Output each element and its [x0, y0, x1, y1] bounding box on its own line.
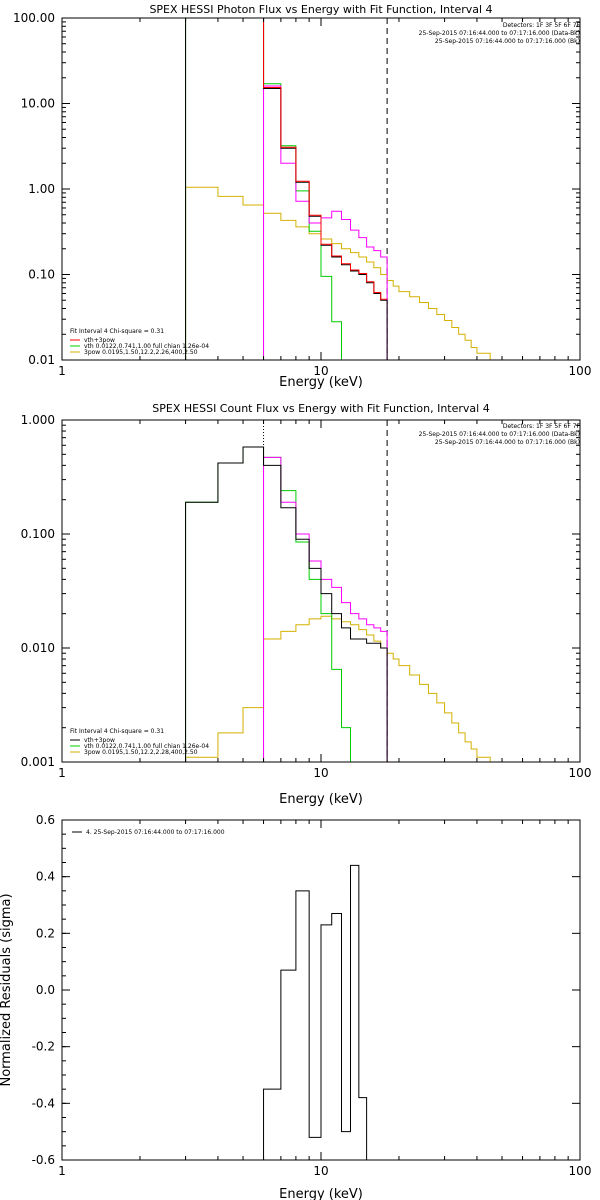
residuals-y-tick-label: 0.2	[36, 926, 55, 940]
count-series-vth-3pow	[185, 446, 388, 762]
photon-legend-vth: vth 0.0122,0.741,1.00 full chian 1.26e-0…	[84, 343, 209, 350]
photon-y-tick-label: 10.00	[21, 97, 55, 111]
residuals-x-tick-label: 10	[313, 1164, 328, 1178]
photon-series-vth-3pow-overlay	[263, 18, 388, 300]
photon-legend: Fit Interval 4 Chi-square = 0.31 vth+3po…	[70, 328, 209, 356]
residuals-series	[263, 864, 368, 1160]
count-legend-vth: vth 0.0122,0.741,1.00 full chian 1.26e-0…	[84, 743, 209, 750]
photon-plot-frame	[61, 17, 581, 361]
residuals-legend: 4. 25-Sep-2015 07:16:44.000 to 07:17:16.…	[72, 829, 225, 836]
photon-interval-label: 25-Sep-2015 07:16:44.000 to 07:17:16.000…	[419, 30, 580, 37]
count-flux-panel: SPEX HESSI Count Flux vs Energy with Fit…	[21, 402, 592, 807]
photon-chart-title: SPEX HESSI Photon Flux vs Energy with Fi…	[149, 3, 492, 16]
photon-bk-label: 25-Sep-2015 07:16:44.000 to 07:17:16.000…	[435, 38, 580, 45]
residuals-y-tick-label: -0.6	[32, 1153, 55, 1167]
count-x-tick-label: 100	[569, 766, 592, 780]
residuals-legend-label: 4. 25-Sep-2015 07:16:44.000 to 07:17:16.…	[86, 829, 225, 836]
residuals-x-axis-label: Energy (keV)	[279, 1187, 363, 1200]
photon-series-3pow	[185, 186, 503, 360]
residuals-x-tick-label: 1	[58, 1164, 66, 1178]
residuals-y-tick-label: -0.2	[32, 1040, 55, 1054]
photon-x-tick-label: 1	[58, 364, 66, 378]
count-series-vth	[185, 446, 352, 762]
count-legend-title: Fit Interval 4 Chi-square = 0.31	[70, 728, 164, 735]
photon-legend-pow: 3pow 0.0195,1.50,12.2,2.26,400,2.50	[84, 349, 198, 356]
photon-x-axis-label: Energy (keV)	[279, 375, 363, 390]
count-x-tick-label: 1	[58, 766, 66, 780]
residuals-y-axis-label: Normalized Residuals (sigma)	[0, 893, 14, 1086]
photon-legend-title: Fit Interval 4 Chi-square = 0.31	[70, 328, 164, 335]
residuals-y-tick-label: 0.6	[36, 813, 55, 827]
residuals-panel: 1 10 100 -0.6 -0.4 -0.2 0.0 0.2 0.4 0.6 Energy (k…	[0, 813, 591, 1200]
photon-legend-total: vth+3pow	[84, 337, 115, 344]
count-y-tick-label: 0.001	[21, 755, 55, 769]
count-interval-label: 25-Sep-2015 07:16:44.000 to 07:17:16.000…	[419, 431, 580, 438]
count-legend: Fit Interval 4 Chi-square = 0.31 vth+3po…	[70, 728, 209, 756]
count-x-axis-label: Energy (keV)	[279, 792, 363, 807]
count-y-tick-label: 0.100	[21, 527, 55, 541]
count-chart-title: SPEX HESSI Count Flux vs Energy with Fit…	[152, 402, 489, 415]
photon-detectors-label: Detectors: 1F 3F 5F 6F 7F	[503, 22, 581, 29]
photon-y-tick-label: 1.00	[28, 182, 55, 196]
photon-y-tick-label: 0.01	[28, 353, 55, 367]
count-detectors-label: Detectors: 1F 3F 5F 6F 7F	[503, 423, 581, 430]
photon-series-vth-3pow	[185, 18, 388, 360]
photon-series-data-bk	[263, 85, 388, 360]
residuals-y-tick-label: 0.4	[36, 870, 55, 884]
count-legend-total: vth+3pow	[84, 737, 115, 744]
count-bk-label: 25-Sep-2015 07:16:44.000 to 07:17:16.000…	[435, 439, 580, 446]
count-y-tick-label: 0.010	[21, 641, 55, 655]
photon-y-tick-label: 0.10	[28, 268, 55, 282]
photon-x-tick-label: 10	[313, 364, 328, 378]
residuals-y-tick-label: -0.4	[32, 1096, 55, 1110]
count-series-data-bk	[263, 456, 388, 762]
photon-series-vth	[185, 18, 343, 360]
count-y-tick-label: 1.000	[21, 413, 55, 427]
residuals-x-tick-label: 100	[569, 1164, 592, 1178]
photon-y-tick-label: 100.00	[13, 11, 55, 25]
count-x-tick-label: 10	[313, 766, 328, 780]
photon-flux-panel: SPEX HESSI Photon Flux vs Energy with Fi…	[13, 3, 592, 390]
count-series-3pow	[185, 615, 491, 762]
photon-x-tick-label: 100	[569, 364, 592, 378]
residuals-y-tick-label: 0.0	[36, 983, 55, 997]
count-legend-pow: 3pow 0.0195,1.50,12.2,2.28,400,2.50	[84, 749, 198, 756]
